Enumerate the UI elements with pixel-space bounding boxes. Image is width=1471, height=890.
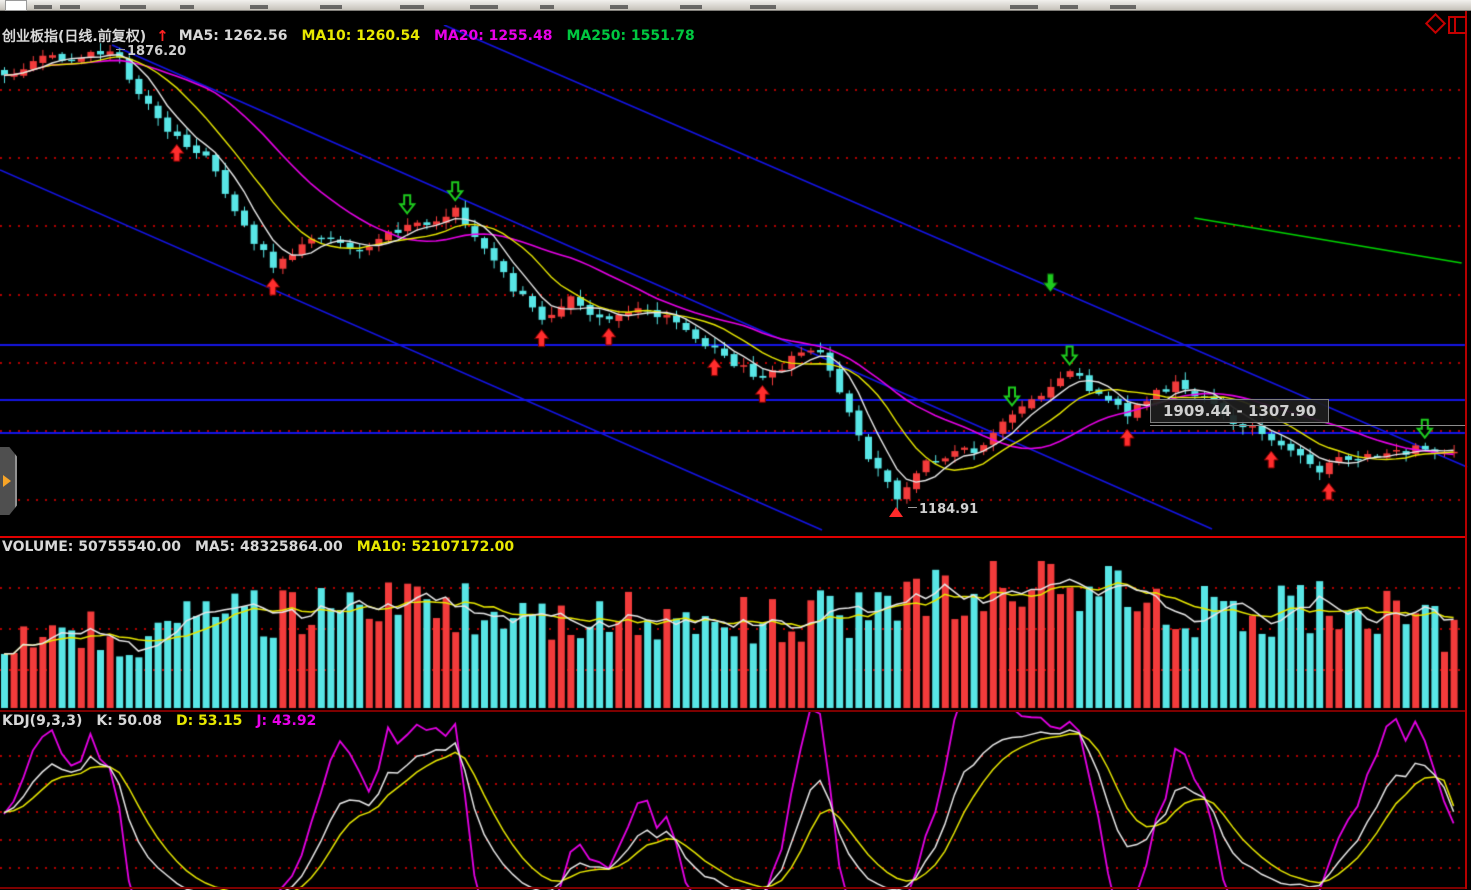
- kdj-title: KDJ(9,3,3): [2, 713, 83, 729]
- expand-arrow-icon: [3, 475, 11, 487]
- range-measure-label[interactable]: 1909.44 - 1307.90: [1150, 399, 1330, 423]
- pane-separator[interactable]: [0, 536, 1467, 538]
- kdj-chart[interactable]: [0, 710, 1471, 890]
- annotation-line: [1150, 425, 1465, 426]
- kdj-d-value: D: 53.15: [175, 713, 243, 729]
- ma5-value: MA5: 1262.56: [178, 28, 288, 44]
- window-panel-icon[interactable]: [1448, 16, 1467, 34]
- low-price-label: 1184.91: [908, 502, 978, 517]
- volume-chart[interactable]: [0, 537, 1471, 710]
- ma250-value: MA250: 1551.78: [566, 28, 695, 44]
- volume-ma10-value: MA10: 52107172.00: [356, 539, 515, 555]
- pane-separator[interactable]: [0, 710, 1467, 712]
- main-price-chart[interactable]: [0, 25, 1471, 537]
- bottom-border: [0, 887, 1467, 889]
- kdj-j-value: J: 43.92: [256, 713, 317, 729]
- sidebar-expand-tab[interactable]: [0, 447, 17, 515]
- ma10-value: MA10: 1260.54: [301, 28, 420, 44]
- kdj-header: KDJ(9,3,3) K: 50.08 D: 53.15 J: 43.92: [2, 713, 316, 729]
- volume-header: VOLUME: 50755540.00 MA5: 48325864.00 MA1…: [2, 539, 514, 555]
- diamond-icon[interactable]: [1424, 12, 1447, 35]
- main-chart-header: 创业板指(日线.前复权) ↑ MA5: 1262.56 MA10: 1260.5…: [2, 26, 695, 46]
- kdj-k-value: K: 50.08: [96, 713, 162, 729]
- volume-value: VOLUME: 50755540.00: [2, 539, 181, 555]
- right-border: [1465, 11, 1467, 889]
- volume-ma5-value: MA5: 48325864.00: [194, 539, 343, 555]
- up-arrow-icon: ↑: [156, 27, 169, 45]
- symbol-title: 创业板指(日线.前复权): [2, 29, 147, 45]
- ma20-value: MA20: 1255.48: [433, 28, 553, 44]
- high-price-label: 1876.20: [116, 44, 186, 59]
- low-marker-icon: [889, 507, 903, 517]
- menu-bar-button[interactable]: [5, 0, 27, 11]
- menu-bar[interactable]: [0, 0, 1471, 11]
